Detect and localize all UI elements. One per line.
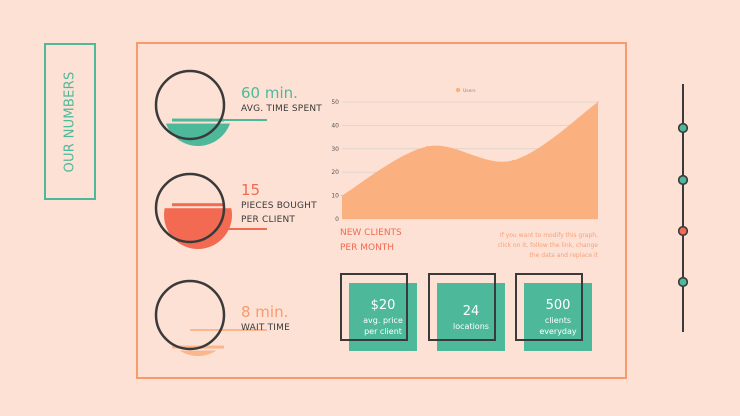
chart-caption: NEW CLIENTS PER MONTH: [340, 226, 402, 256]
chart-legend-label: Users: [463, 88, 476, 94]
timeline-dot: [678, 122, 688, 134]
card-number: 500: [545, 298, 571, 313]
chart-y-tick-label: 20: [331, 169, 339, 176]
stat-value: 60 min.: [241, 84, 298, 102]
card-line: clients: [544, 316, 572, 325]
chart-y-tick-label: 40: [331, 122, 339, 129]
card-text: 500 clients everyday: [524, 283, 592, 351]
stat-value: 8 min.: [241, 303, 289, 321]
stat-label: WAIT TIME: [241, 323, 290, 333]
chart-note: If you want to modify this graph, click …: [458, 231, 598, 261]
chart-data-point: [426, 145, 429, 148]
card-outline: [340, 273, 408, 341]
card-line: locations: [453, 321, 489, 331]
chart-y-tick-label: 30: [331, 146, 339, 153]
stat-time-spent: 60 min. AVG. TIME SPENT: [241, 84, 322, 116]
timeline: [678, 84, 688, 332]
card-locations: 24 locations: [428, 273, 508, 351]
chart-note-line: If you want to modify this graph,: [499, 232, 598, 239]
stat-value: 15: [241, 181, 261, 199]
stat-label: PER CLIENT: [241, 215, 296, 225]
card-line: everyday: [539, 327, 577, 336]
content-frame: [136, 42, 627, 379]
chart-data-point: [341, 194, 343, 197]
card-line: per client: [364, 327, 402, 336]
chart-caption-line: PER MONTH: [340, 243, 395, 253]
chart-y-tick-label: 0: [335, 216, 339, 223]
section-title-box: OUR NUMBERS: [44, 43, 96, 200]
chart-area-series: [342, 102, 598, 219]
section-title: OUR NUMBERS: [62, 70, 78, 173]
card-text: $20 avg. price per client: [349, 283, 417, 351]
chart-y-tick-label: 10: [331, 193, 339, 200]
chart-data-point: [511, 159, 514, 162]
chart-note-line: click on it, follow the link, change: [497, 242, 598, 249]
card-text: 24 locations: [437, 283, 505, 351]
card-clients: 500 clients everyday: [515, 273, 595, 351]
card-number: 24: [462, 303, 480, 319]
chart-caption-line: NEW CLIENTS: [340, 228, 402, 238]
timeline-dot: [678, 225, 688, 237]
stat-label: AVG. TIME SPENT: [241, 104, 322, 114]
timeline-dot: [678, 174, 688, 186]
chart-data-point: [597, 101, 599, 103]
area-chart[interactable]: 0 10 20 30 40 50 Users: [328, 84, 608, 232]
card-outline: [428, 273, 496, 341]
card-number: $20: [370, 298, 396, 313]
stat-pieces-bought: 15 PIECES BOUGHT PER CLIENT: [241, 181, 317, 227]
stat-wait-time: 8 min. WAIT TIME: [241, 303, 290, 335]
card-outline: [515, 273, 583, 341]
card-line: avg. price: [363, 316, 403, 325]
chart-y-tick-label: 50: [331, 99, 339, 106]
card-price: $20 avg. price per client: [340, 273, 420, 351]
chart-legend-swatch: [455, 87, 461, 93]
stat-label: PIECES BOUGHT: [241, 201, 317, 211]
timeline-dot: [678, 276, 688, 288]
chart-note-line: the data and replace it: [529, 252, 598, 259]
